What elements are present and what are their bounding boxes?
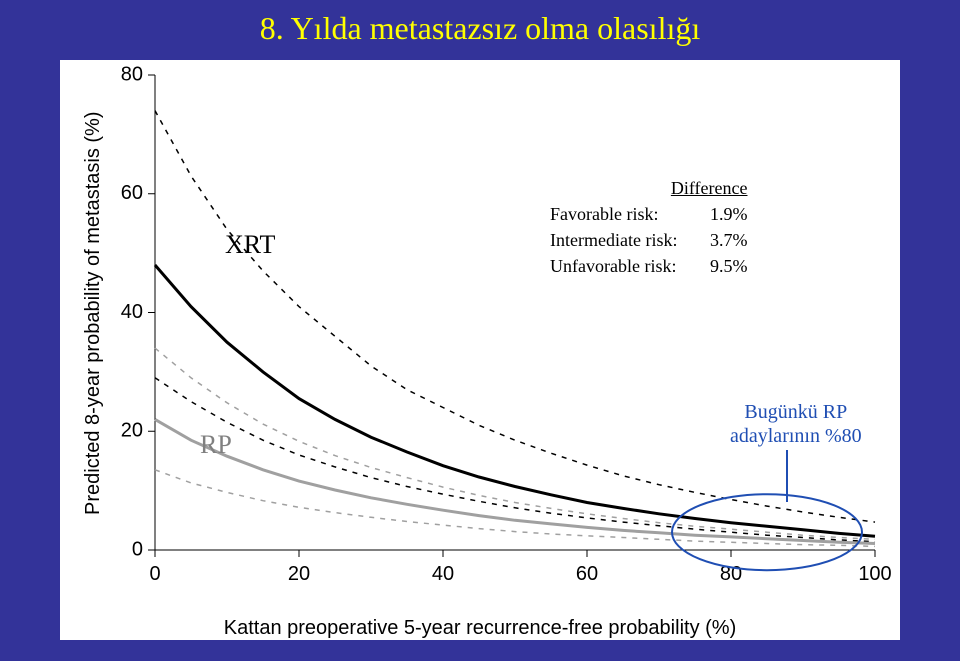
callout-connector — [786, 450, 788, 502]
page-title: 8. Yılda metastazsız olma olasılığı — [0, 10, 960, 47]
difference-row: Intermediate risk:3.7% — [550, 227, 748, 253]
difference-row: Unfavorable risk:9.5% — [550, 253, 748, 279]
callout-label: Bugünkü RPadaylarının %80 — [730, 400, 862, 448]
svg-text:0: 0 — [149, 563, 160, 585]
chart-svg: 020406080100020406080 — [60, 60, 900, 640]
series-label-RP: RP — [200, 430, 232, 460]
x-axis-title: Kattan preoperative 5-year recurrence-fr… — [60, 617, 900, 640]
difference-header: Difference — [550, 175, 748, 201]
series-XRT_upper — [155, 111, 875, 522]
svg-text:20: 20 — [121, 420, 143, 442]
svg-text:80: 80 — [121, 63, 143, 85]
svg-text:40: 40 — [121, 301, 143, 323]
svg-text:40: 40 — [432, 563, 454, 585]
difference-row: Favorable risk:1.9% — [550, 201, 748, 227]
svg-text:100: 100 — [858, 563, 891, 585]
y-axis-title: Predicted 8-year probability of metastas… — [82, 111, 105, 515]
series-label-XRT: XRT — [225, 230, 275, 260]
svg-text:60: 60 — [121, 182, 143, 204]
svg-text:60: 60 — [576, 563, 598, 585]
svg-text:20: 20 — [288, 563, 310, 585]
difference-block: Difference Favorable risk:1.9%Intermedia… — [550, 175, 748, 279]
svg-text:0: 0 — [132, 538, 143, 560]
chart-panel: 020406080100020406080 Predicted 8-year p… — [60, 60, 900, 640]
